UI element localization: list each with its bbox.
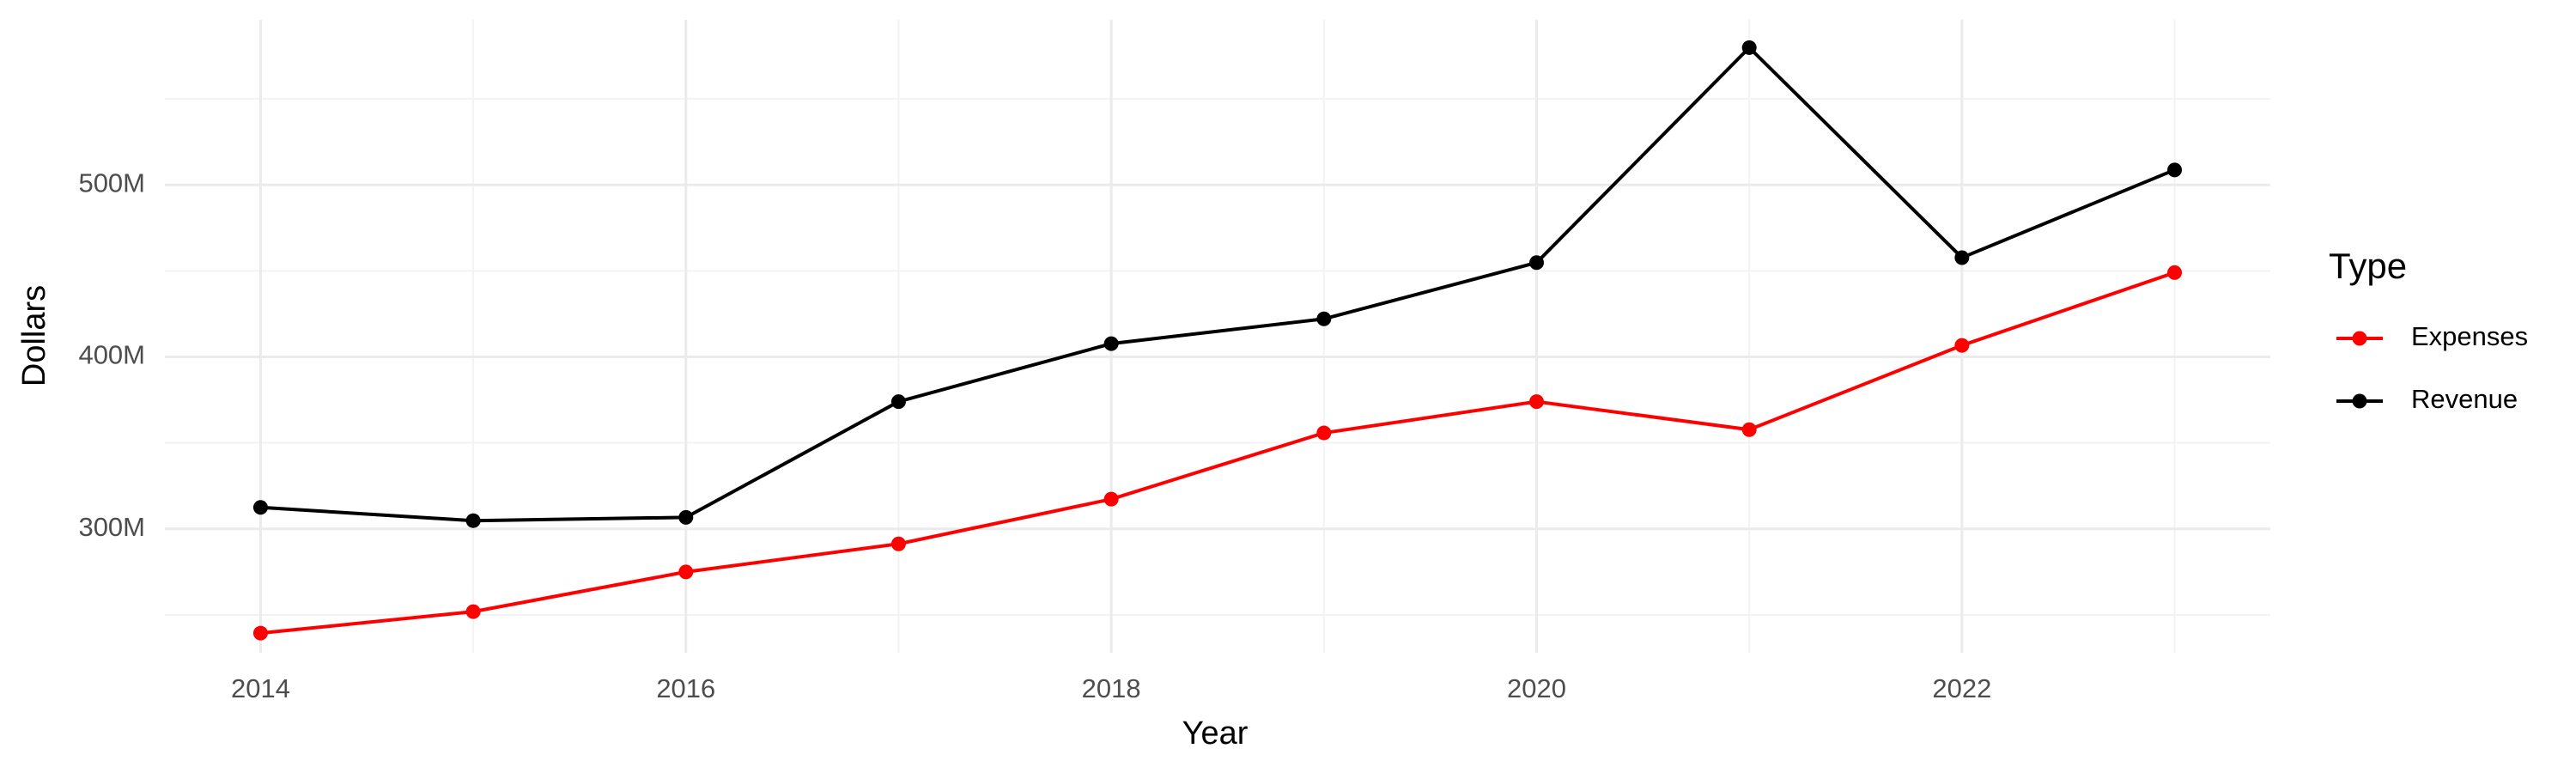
data-point xyxy=(1103,491,1119,507)
data-point xyxy=(1103,336,1119,351)
y-tick-label: 300M xyxy=(78,512,145,542)
data-point xyxy=(1529,394,1545,410)
data-point xyxy=(1741,422,1757,437)
data-point xyxy=(1316,425,1332,441)
data-point xyxy=(252,625,268,641)
data-point xyxy=(465,604,481,619)
data-point xyxy=(1954,338,1970,353)
y-tick-label: 400M xyxy=(78,340,145,370)
x-tick-label: 2018 xyxy=(1082,673,1141,703)
data-point xyxy=(1316,311,1332,326)
data-point xyxy=(1741,40,1757,55)
y-axis-title: Dollars xyxy=(16,285,52,386)
data-point xyxy=(2167,162,2183,178)
series-line xyxy=(260,271,2176,636)
data-point xyxy=(252,500,268,515)
x-axis-title: Year xyxy=(1182,715,1249,752)
data-point xyxy=(1954,250,1970,265)
y-tick-label: 500M xyxy=(78,167,145,198)
data-point xyxy=(2167,265,2183,280)
legend-label: Expenses xyxy=(2411,321,2528,351)
series-line xyxy=(260,45,2176,523)
data-point xyxy=(678,564,694,580)
x-tick-label: 2016 xyxy=(656,673,715,703)
legend-title: Type xyxy=(2329,246,2407,286)
x-tick-label: 2014 xyxy=(231,673,290,703)
data-point xyxy=(678,509,694,525)
data-point xyxy=(465,513,481,528)
legend-key-point xyxy=(2352,331,2367,346)
data-point xyxy=(890,536,906,551)
x-tick-label: 2022 xyxy=(1932,673,1991,703)
legend-key-point xyxy=(2352,393,2367,409)
x-tick-label: 2020 xyxy=(1507,673,1566,703)
legend-label: Revenue xyxy=(2411,384,2518,414)
data-point xyxy=(1529,255,1545,271)
data-point xyxy=(890,394,906,410)
